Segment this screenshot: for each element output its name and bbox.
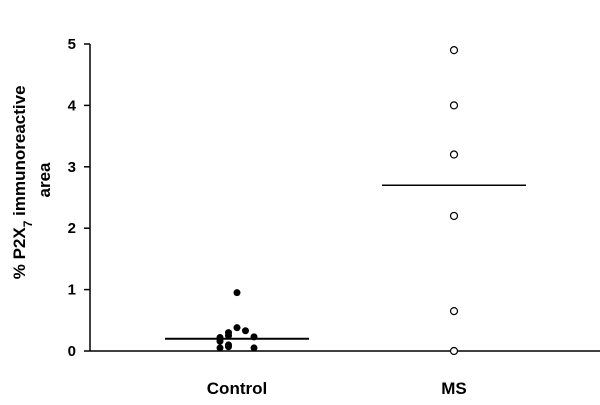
y-tick-label: 0 [68,343,76,360]
x-category-label: Control [207,379,267,398]
data-point [216,344,224,352]
data-point [225,343,232,351]
y-tick-label: 5 [68,36,76,53]
data-point [250,344,258,352]
data-point [233,289,241,297]
y-axis-title-line2: area [35,162,54,198]
series-control [165,289,309,352]
x-category-label: MS [441,379,467,398]
y-axis-title: % P2X7 immunoreactive area [10,81,54,280]
data-point [449,306,459,316]
y-tick-label: 2 [68,220,76,237]
data-point [225,332,232,340]
y-tick-label: 3 [68,159,76,176]
data-point [449,46,459,55]
data-point [242,327,249,335]
y-tick-label: 4 [68,97,77,114]
y-axis-title-part: immunoreactive [10,85,29,220]
x-categories: Control MS [207,379,467,398]
data-point [449,150,459,159]
y-tick-label: 1 [68,282,76,299]
series-ms [382,46,526,356]
data-point [449,101,459,110]
y-ticks: 0 1 2 3 4 5 [68,36,90,360]
data-point [449,211,459,221]
data-point [216,337,224,345]
y-axis-title-subscript: 7 [21,220,35,227]
data-point [233,324,241,332]
axes [89,44,600,352]
data-point [449,346,459,356]
data-point [250,333,258,341]
y-axis-title-part: % P2X [10,227,29,280]
